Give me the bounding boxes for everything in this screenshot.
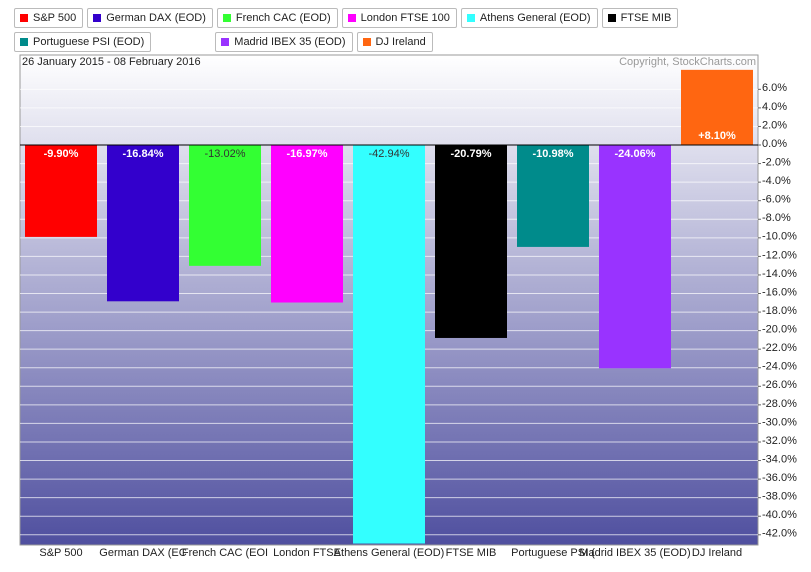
legend-label: DJ Ireland bbox=[375, 36, 426, 48]
legend-swatch bbox=[20, 38, 28, 46]
legend-swatch bbox=[347, 14, 356, 22]
legend-item[interactable]: London FTSE 100 bbox=[341, 8, 457, 28]
y-tick-label: -26.0% bbox=[762, 379, 797, 391]
x-tick-label: Madrid IBEX 35 (EOD) bbox=[579, 547, 690, 559]
y-tick-label: -30.0% bbox=[762, 416, 797, 428]
bar bbox=[599, 145, 671, 369]
legend-swatch bbox=[221, 38, 230, 46]
legend-swatch bbox=[20, 14, 28, 22]
value-label: -9.90% bbox=[44, 148, 79, 160]
y-tick-label: -2.0% bbox=[762, 156, 791, 168]
y-tick-label: -4.0% bbox=[762, 175, 791, 187]
y-tick-label: -36.0% bbox=[762, 472, 797, 484]
y-tick-label: -38.0% bbox=[762, 491, 797, 503]
y-tick-label: -28.0% bbox=[762, 398, 797, 410]
y-tick-label: -24.0% bbox=[762, 361, 797, 373]
legend-label: S&P 500 bbox=[33, 12, 77, 24]
y-tick-label: -16.0% bbox=[762, 286, 797, 298]
y-tick-label: 2.0% bbox=[762, 119, 787, 131]
y-tick-label: -32.0% bbox=[762, 435, 797, 447]
legend-item[interactable]: German DAX (EOD) bbox=[87, 8, 213, 28]
legend-label: Madrid IBEX 35 (EOD) bbox=[234, 36, 346, 48]
value-label: -42.94% bbox=[369, 148, 410, 160]
y-tick-label: -18.0% bbox=[762, 305, 797, 317]
value-label: -13.02% bbox=[205, 148, 246, 160]
legend-item[interactable]: French CAC (EOD) bbox=[216, 8, 338, 28]
bar bbox=[189, 145, 261, 266]
legend-swatch bbox=[222, 14, 231, 22]
legend-label: London FTSE 100 bbox=[360, 12, 450, 24]
y-tick-label: 6.0% bbox=[762, 82, 787, 94]
legend-item[interactable]: S&P 500 bbox=[14, 8, 84, 28]
legend-label: FTSE MIB bbox=[620, 12, 672, 24]
y-tick-label: -34.0% bbox=[762, 453, 797, 465]
y-tick-label: -6.0% bbox=[762, 194, 791, 206]
bar bbox=[271, 145, 343, 303]
copyright: Copyright, StockCharts.com bbox=[619, 56, 756, 68]
bar bbox=[107, 145, 179, 302]
bar bbox=[353, 145, 425, 544]
legend-item[interactable]: Athens General (EOD) bbox=[460, 8, 598, 28]
y-tick-label: 4.0% bbox=[762, 101, 787, 113]
y-tick-label: -8.0% bbox=[762, 212, 791, 224]
y-tick-label: -42.0% bbox=[762, 528, 797, 540]
legend-item[interactable]: FTSE MIB bbox=[601, 8, 679, 28]
y-tick-label: -40.0% bbox=[762, 509, 797, 521]
x-tick-label: S&P 500 bbox=[39, 547, 82, 559]
value-label: +8.10% bbox=[698, 130, 736, 142]
value-label: -20.79% bbox=[451, 148, 492, 160]
bar bbox=[25, 145, 97, 237]
legend-label: Portuguese PSI (EOD) bbox=[33, 36, 145, 48]
y-tick-label: -10.0% bbox=[762, 231, 797, 243]
legend-swatch bbox=[466, 14, 475, 22]
legend-swatch bbox=[607, 14, 616, 22]
legend-item[interactable]: DJ Ireland bbox=[356, 32, 433, 52]
legend-item[interactable]: Madrid IBEX 35 (EOD) bbox=[215, 32, 353, 52]
y-tick-label: -12.0% bbox=[762, 249, 797, 261]
y-tick-label: -20.0% bbox=[762, 324, 797, 336]
bar bbox=[435, 145, 507, 338]
legend-item[interactable]: Portuguese PSI (EOD) bbox=[14, 32, 152, 52]
legend-label: Athens General (EOD) bbox=[479, 12, 591, 24]
value-label: -16.84% bbox=[123, 148, 164, 160]
y-tick-label: 0.0% bbox=[762, 138, 787, 150]
x-tick-label: Portuguese PSI ( bbox=[511, 547, 595, 559]
bar bbox=[681, 69, 753, 146]
x-tick-label: French CAC (EOI bbox=[182, 547, 268, 559]
x-tick-label: DJ Ireland bbox=[692, 547, 742, 559]
value-label: -16.97% bbox=[287, 148, 328, 160]
legend-swatch bbox=[93, 14, 102, 22]
value-label: -24.06% bbox=[615, 148, 656, 160]
legend-label: French CAC (EOD) bbox=[235, 12, 331, 24]
x-tick-label: Athens General (EOD) bbox=[334, 547, 445, 559]
x-tick-label: London FTSE bbox=[273, 547, 341, 559]
subtitle: 26 January 2015 - 08 February 2016 bbox=[22, 56, 201, 68]
y-tick-label: -14.0% bbox=[762, 268, 797, 280]
legend: S&P 500 German DAX (EOD) French CAC (EOD) L… bbox=[14, 8, 804, 52]
legend-label: German DAX (EOD) bbox=[106, 12, 206, 24]
y-tick-label: -22.0% bbox=[762, 342, 797, 354]
bar bbox=[517, 145, 589, 247]
x-tick-label: FTSE MIB bbox=[446, 547, 497, 559]
legend-swatch bbox=[362, 38, 371, 46]
x-tick-label: German DAX (EC bbox=[99, 547, 186, 559]
value-label: -10.98% bbox=[533, 148, 574, 160]
